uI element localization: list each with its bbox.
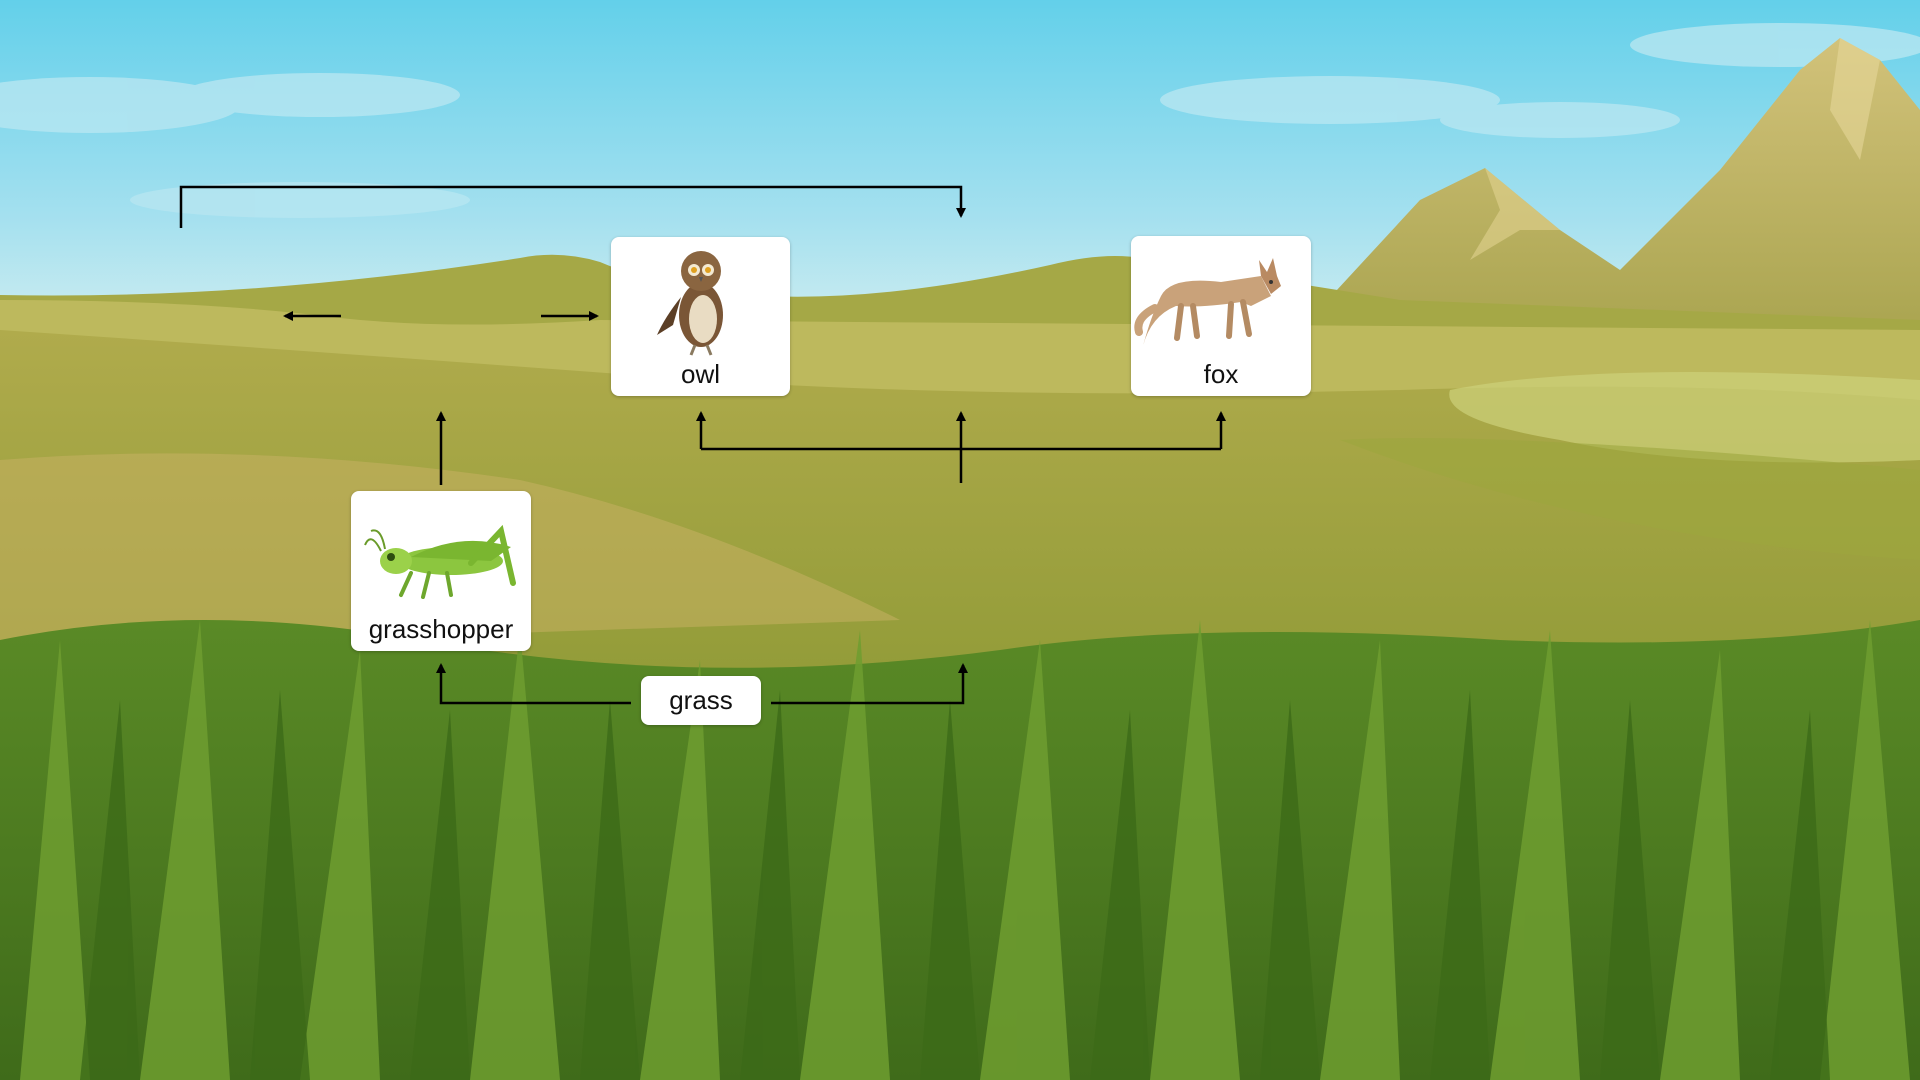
fox-label: fox: [1203, 359, 1239, 389]
arrow-grass-to-grasshopper: [436, 663, 631, 705]
owl-icon: [657, 251, 723, 356]
owl-card[interactable]: owl: [611, 237, 790, 396]
grass-card[interactable]: grass: [641, 676, 761, 725]
grasshopper-label: grasshopper: [368, 614, 514, 644]
grass-label: grass: [669, 685, 733, 715]
fox-icon: [1134, 258, 1281, 346]
arrow-top-bracket: [179, 185, 966, 228]
fox-card[interactable]: fox: [1131, 236, 1311, 396]
grasshopper-card[interactable]: grasshopper: [351, 491, 531, 651]
grasshopper-icon: [364, 524, 516, 599]
owl-label: owl: [680, 359, 720, 389]
arrow-grass-to-right: [771, 663, 968, 705]
